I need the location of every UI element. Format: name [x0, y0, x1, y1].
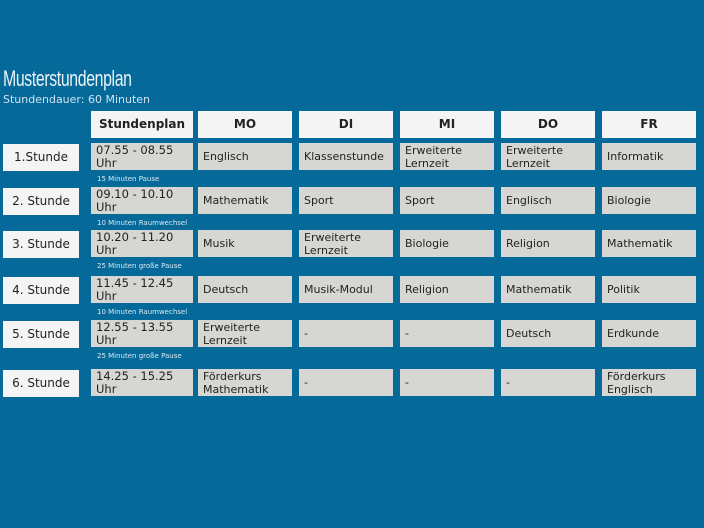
break-note: 25 Minuten große Pause — [97, 352, 182, 360]
lesson-time: 09.10 - 10.10 Uhr — [91, 187, 193, 214]
subject-mo: Musik — [198, 230, 292, 257]
break-note: 10 Minuten Raumwechsel — [97, 219, 188, 227]
subject-mo: Erweiterte Lernzeit — [198, 320, 292, 347]
subject-mo: Förderkurs Mathematik — [198, 369, 292, 396]
subject-di: Musik-Modul — [299, 276, 393, 303]
subject-do: Religion — [501, 230, 595, 257]
subject-mo: Englisch — [198, 143, 292, 170]
header-mo: MO — [198, 111, 292, 138]
header-mi: MI — [400, 111, 494, 138]
row-label: 1.Stunde — [3, 144, 79, 171]
lesson-time: 14.25 - 15.25 Uhr — [91, 369, 193, 396]
row-label: 5. Stunde — [3, 321, 79, 348]
subject-mi: Religion — [400, 276, 494, 303]
subject-mi: Sport — [400, 187, 494, 214]
lesson-time: 10.20 - 11.20 Uhr — [91, 230, 193, 257]
subject-mi: - — [400, 369, 494, 396]
break-note: 10 Minuten Raumwechsel — [97, 308, 188, 316]
subject-fr: Mathematik — [602, 230, 696, 257]
header-fr: FR — [602, 111, 696, 138]
subject-fr: Politik — [602, 276, 696, 303]
lesson-time: 12.55 - 13.55 Uhr — [91, 320, 193, 347]
header-stundenplan: Stundenplan — [91, 111, 193, 138]
subject-mi: Biologie — [400, 230, 494, 257]
subject-fr: Biologie — [602, 187, 696, 214]
break-note: 15 Minuten Pause — [97, 175, 160, 183]
subject-do: Erweiterte Lernzeit — [501, 143, 595, 170]
lesson-time: 11.45 - 12.45 Uhr — [91, 276, 193, 303]
subject-do: Mathematik — [501, 276, 595, 303]
subject-do: - — [501, 369, 595, 396]
row-label: 3. Stunde — [3, 231, 79, 258]
subject-mi: - — [400, 320, 494, 347]
subject-do: Deutsch — [501, 320, 595, 347]
subject-di: - — [299, 369, 393, 396]
break-note: 25 Minuten große Pause — [97, 262, 182, 270]
subject-di: Sport — [299, 187, 393, 214]
lesson-duration: Stundendauer: 60 Minuten — [3, 93, 150, 106]
subject-fr: Informatik — [602, 143, 696, 170]
subject-mo: Deutsch — [198, 276, 292, 303]
header-di: DI — [299, 111, 393, 138]
header-do: DO — [501, 111, 595, 138]
page-title: Musterstundenplan — [3, 66, 132, 91]
subject-mi: Erweiterte Lernzeit — [400, 143, 494, 170]
subject-di: - — [299, 320, 393, 347]
subject-fr: Erdkunde — [602, 320, 696, 347]
subject-mo: Mathematik — [198, 187, 292, 214]
subject-do: Englisch — [501, 187, 595, 214]
subject-di: Klassenstunde — [299, 143, 393, 170]
row-label: 2. Stunde — [3, 188, 79, 215]
row-label: 6. Stunde — [3, 370, 79, 397]
subject-fr: Förderkurs Englisch — [602, 369, 696, 396]
subject-di: Erweiterte Lernzeit — [299, 230, 393, 257]
row-label: 4. Stunde — [3, 277, 79, 304]
lesson-time: 07.55 - 08.55 Uhr — [91, 143, 193, 170]
